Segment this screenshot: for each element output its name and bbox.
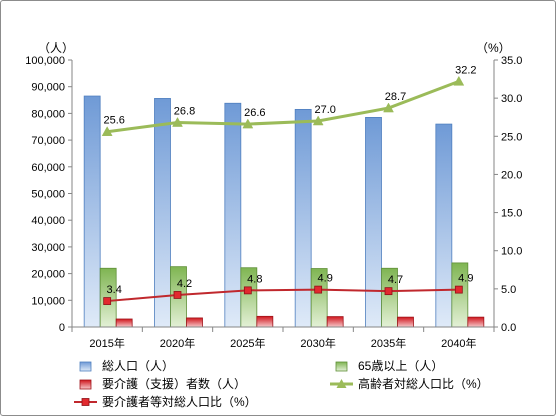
right-axis-ticks: 0.0 5.0 10.0 15.0 20.0 25.0 30.0 35.0 xyxy=(494,55,522,334)
bar-care-recipients xyxy=(397,316,414,328)
aged-ratio-data-label: 27.0 xyxy=(314,104,335,116)
right-tick-label: 25.0 xyxy=(501,131,522,143)
legend-aged-65-plus: 65歳以上（人） xyxy=(335,359,443,373)
care-ratio-data-label: 4.9 xyxy=(458,273,473,285)
aged-ratio-marker xyxy=(312,115,324,126)
aged-ratio-line xyxy=(106,79,460,134)
bar-total-population xyxy=(224,102,242,328)
legend-label: 要介護（支援）者数（人） xyxy=(102,376,246,391)
right-tick-label: 30.0 xyxy=(501,93,522,105)
right-tick-label: 10.0 xyxy=(501,246,522,258)
x-axis-labels: 2015年 2020年 2025年 2030年 2035年 2040年 xyxy=(89,336,476,350)
aged-ratio-marker xyxy=(101,126,113,136)
care-ratio-marker xyxy=(384,287,393,296)
aged-ratio-marker xyxy=(242,118,254,129)
aged-ratio-marker xyxy=(172,117,183,127)
bar-care-recipients xyxy=(115,318,133,328)
legend-swatch xyxy=(79,361,92,372)
aged-ratio-data-label: 25.6 xyxy=(103,115,124,127)
care-ratio-marker xyxy=(454,285,463,294)
aged-ratio-marker xyxy=(453,75,465,86)
right-tick-label: 15.0 xyxy=(501,208,522,220)
aged-ratio-marker xyxy=(383,102,394,113)
care-ratio-marker xyxy=(243,286,252,295)
axes xyxy=(71,60,495,332)
left-tick-label: 0 xyxy=(59,322,65,334)
bar-total-population xyxy=(83,95,101,328)
left-tick-label: 50,000 xyxy=(31,189,65,201)
care-ratio-marker xyxy=(103,297,112,305)
legend-marker xyxy=(81,398,90,406)
bar-care-recipients xyxy=(467,316,485,328)
right-tick-label: 35.0 xyxy=(501,55,522,67)
right-tick-label: 20.0 xyxy=(501,169,522,181)
care-ratio-data-label: 3.4 xyxy=(107,284,122,296)
legend-swatch xyxy=(79,379,92,390)
legend-marker xyxy=(336,379,347,388)
legend-care-recipients: 要介護（支援）者数（人） xyxy=(79,376,246,391)
aged-ratio-data-label: 32.2 xyxy=(455,64,476,76)
care-ratio-data-label: 4.2 xyxy=(177,278,192,290)
legend-label: 65歳以上（人） xyxy=(358,359,443,373)
legend-label: 総人口（人） xyxy=(102,359,174,373)
x-category-label: 2015年 xyxy=(89,336,124,350)
left-tick-label: 40,000 xyxy=(31,215,65,227)
aged-ratio-data-label: 26.8 xyxy=(174,106,195,118)
bar-total-population xyxy=(154,98,171,328)
legend-care-ratio: 要介護者等対総人口比（%） xyxy=(74,394,257,409)
x-category-label: 2040年 xyxy=(441,336,476,350)
x-category-label: 2030年 xyxy=(300,336,335,350)
bar-total-population xyxy=(435,123,453,328)
left-tick-label: 80,000 xyxy=(31,108,65,120)
care-ratio-data-label: 4.8 xyxy=(247,273,262,285)
x-category-label: 2025年 xyxy=(230,336,265,350)
left-tick-label: 70,000 xyxy=(31,135,65,147)
aged-ratio-data-label: 26.6 xyxy=(244,107,265,119)
right-tick-label: 0.0 xyxy=(501,322,516,334)
left-axis-ticks: 0 10,000 20,000 30,000 40,000 50,000 60,000 70,… xyxy=(25,55,72,334)
care-ratio-data-label: 4.9 xyxy=(318,273,333,285)
legend-total-population: 総人口（人） xyxy=(79,359,174,373)
left-tick-label: 90,000 xyxy=(31,82,65,94)
bar-total-population xyxy=(294,108,312,328)
bars xyxy=(83,95,485,328)
right-tick-label: 5.0 xyxy=(501,284,516,296)
left-tick-label: 100,000 xyxy=(25,55,65,67)
left-axis-unit: （人） xyxy=(38,41,74,55)
legend: 総人口（人） 65歳以上（人） 要介護（支援）者数（人） 高齢者対総人口比（%） 要介護… xyxy=(74,359,489,409)
left-tick-label: 30,000 xyxy=(31,242,65,254)
bar-total-population xyxy=(365,117,382,328)
left-tick-label: 20,000 xyxy=(31,269,65,281)
left-tick-label: 10,000 xyxy=(31,295,65,307)
line-series: 25.6 26.8 26.6 27.0 28.7 32.2 3.4 4.2 4.8 4.9 4.7 4… xyxy=(101,64,477,305)
care-ratio-data-label: 4.7 xyxy=(388,274,403,286)
care-ratio-line xyxy=(107,288,459,303)
legend-aged-ratio: 高齢者対総人口比（%） xyxy=(330,376,489,391)
bar-care-recipients xyxy=(186,317,203,328)
care-ratio-marker xyxy=(173,291,182,299)
legend-label: 要介護者等対総人口比（%） xyxy=(102,394,257,409)
x-category-label: 2020年 xyxy=(160,336,195,350)
care-ratio-marker xyxy=(314,285,323,294)
x-category-label: 2035年 xyxy=(371,336,406,350)
bar-care-recipients xyxy=(326,316,344,328)
bar-care-recipients xyxy=(256,315,274,328)
left-tick-label: 60,000 xyxy=(31,162,65,174)
legend-swatch xyxy=(335,361,348,372)
right-axis-unit: （%） xyxy=(476,41,511,55)
legend-label: 高齢者対総人口比（%） xyxy=(358,376,489,391)
aged-ratio-data-label: 28.7 xyxy=(385,91,406,103)
